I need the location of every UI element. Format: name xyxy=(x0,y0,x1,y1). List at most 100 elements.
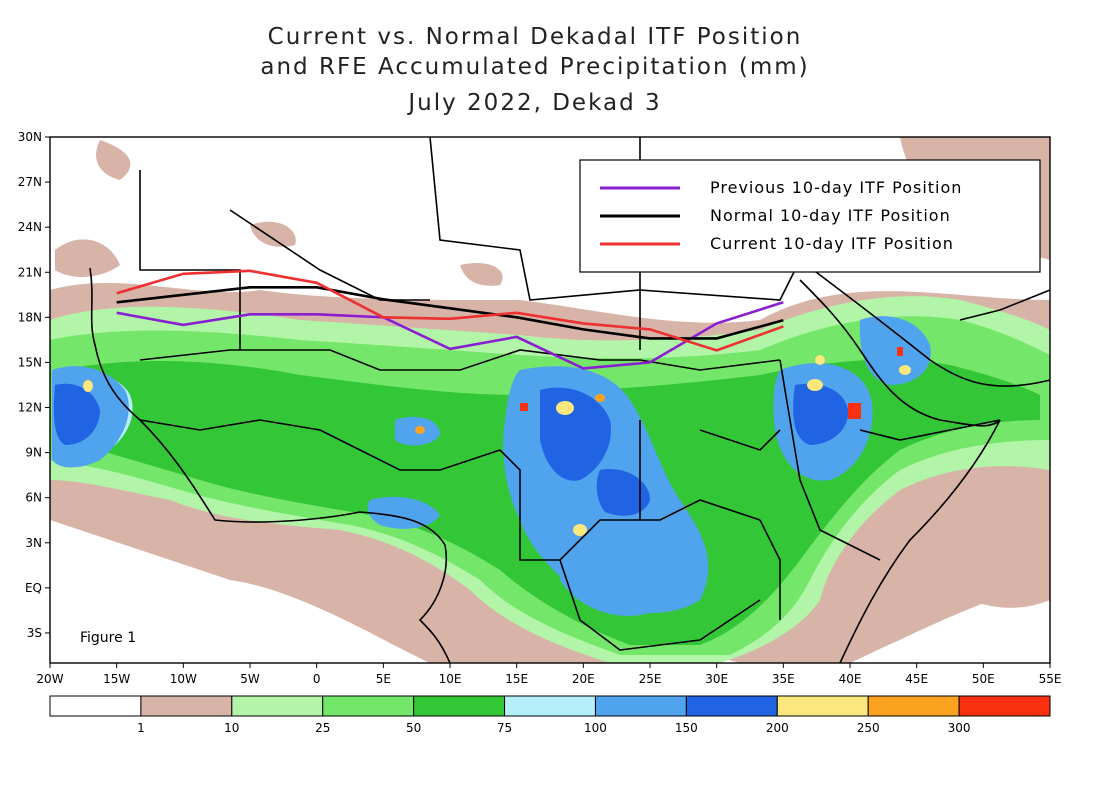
south-border xyxy=(559,559,761,651)
colorbar: 1 10 25 50 75 100 150 200 250 300 xyxy=(49,695,1051,735)
lat-tick-label: 3S xyxy=(27,626,42,640)
lat-tick-label: 12N xyxy=(18,401,42,415)
lat-tick-label: 18N xyxy=(18,310,42,324)
rain-hotspot-red-2 xyxy=(848,403,861,419)
colorbar-label: 75 xyxy=(497,721,512,735)
colorbar-label: 1 xyxy=(137,721,145,735)
colorbar-swatch xyxy=(49,695,142,717)
lon-tick-label: 0 xyxy=(313,672,321,686)
figure-label: Figure 1 xyxy=(80,630,136,646)
colorbar-swatch xyxy=(231,695,324,717)
rain-hotspot-yellow-5 xyxy=(899,365,911,375)
lon-tick-label: 15W xyxy=(103,672,130,686)
rain-blob-east-1 xyxy=(907,467,1050,608)
map-frame xyxy=(49,136,1051,664)
west-africa-coastline xyxy=(89,267,451,663)
lat-tick-label: 6N xyxy=(25,491,42,505)
colorbar-swatch xyxy=(504,695,596,717)
central-border-1 xyxy=(499,449,761,561)
sahel-border xyxy=(139,349,781,371)
legend: Previous 10-day ITF Position Normal 10-d… xyxy=(579,159,1041,273)
colorbar-swatch xyxy=(776,695,869,717)
title-line-1: Current vs. Normal Dekadal ITF Position xyxy=(267,24,803,50)
lon-tick-label: 50E xyxy=(972,672,995,686)
itf-line-previous xyxy=(116,301,784,370)
rain-hotspot-red-1 xyxy=(520,403,528,411)
lon-tick-label: 30E xyxy=(705,672,728,686)
itf-lines xyxy=(116,269,784,370)
rain-dark-blue-cog xyxy=(596,469,650,516)
itf-line-current xyxy=(116,269,784,352)
country-borders xyxy=(89,137,1050,663)
lon-tick-label: 35E xyxy=(772,672,795,686)
rain-blob-sahara-1 xyxy=(250,221,296,247)
rain-hotspot-yellow-4 xyxy=(815,355,825,365)
rain-hotspot-yellow-3 xyxy=(807,379,823,391)
lat-tick-label: 27N xyxy=(18,175,42,189)
colorbar-swatch xyxy=(685,695,778,717)
colorbar-label: 250 xyxy=(857,721,880,735)
lon-tick-label: 25E xyxy=(639,672,662,686)
lon-tick-label: 15E xyxy=(505,672,528,686)
lon-tick-label: 20E xyxy=(572,672,595,686)
legend-label-normal: Normal 10-day ITF Position xyxy=(710,206,951,225)
rain-blob-sahara-2 xyxy=(460,262,503,286)
rain-hotspot-yellow-2 xyxy=(573,524,587,536)
colorbar-label: 150 xyxy=(675,721,698,735)
colorbar-swatch xyxy=(594,695,687,717)
lat-tick-label: 21N xyxy=(18,265,42,279)
lat-tick-label: 24N xyxy=(18,220,42,234)
rain-blue-central-south xyxy=(560,516,671,616)
east-border-2 xyxy=(859,419,1001,441)
rain-blue-horn xyxy=(859,316,931,385)
horn-coastline xyxy=(799,279,1001,663)
rain-blue-guinea xyxy=(367,496,440,529)
rain-dark-blue-east xyxy=(793,383,849,445)
colorbar-label: 200 xyxy=(766,721,789,735)
colorbar-swatch xyxy=(140,695,233,717)
lat-tick-label: 3N xyxy=(25,536,42,550)
colorbar-swatch xyxy=(413,695,506,717)
sahara-border-1 xyxy=(139,170,241,350)
rain-hotspot-orange-2 xyxy=(595,394,605,402)
axis-ticks: 30N 27N 24N 21N 18N 15N 12N 9N 6N 3N EQ 3S 20W 15W 10W… xyxy=(18,130,1062,686)
title-line-2: and RFE Accumulated Precipitation (mm) xyxy=(260,54,810,80)
lat-tick-label: 15N xyxy=(18,355,42,369)
rain-blob-north-3 xyxy=(96,140,131,180)
lon-tick-label: 5E xyxy=(376,672,391,686)
rain-blob-north-1 xyxy=(55,239,120,277)
lon-tick-label: 10E xyxy=(439,672,462,686)
rain-hotspot-red-3 xyxy=(897,347,903,356)
lon-tick-label: 55E xyxy=(1039,672,1062,686)
arabia-border xyxy=(959,289,1050,321)
sahara-border-2 xyxy=(229,209,430,301)
itf-line-normal xyxy=(116,285,784,340)
red-sea-coast xyxy=(799,259,1050,387)
lon-tick-label: 20W xyxy=(36,672,63,686)
title-line-3: July 2022, Dekad 3 xyxy=(408,90,662,116)
central-border-2 xyxy=(639,420,781,620)
lon-tick-label: 5W xyxy=(240,672,260,686)
colorbar-swatch xyxy=(322,695,415,717)
colorbar-label: 10 xyxy=(224,721,239,735)
guinea-border xyxy=(139,419,501,471)
lat-tick-label: 9N xyxy=(25,446,42,460)
colorbar-swatch xyxy=(867,695,960,717)
east-border xyxy=(779,359,881,561)
rain-dark-blue-west xyxy=(53,383,100,445)
colorbar-label: 25 xyxy=(315,721,330,735)
colorbar-label: 100 xyxy=(584,721,607,735)
colorbar-label: 300 xyxy=(948,721,971,735)
lon-tick-label: 45E xyxy=(905,672,928,686)
lon-tick-label: 40E xyxy=(839,672,862,686)
legend-label-current: Current 10-day ITF Position xyxy=(710,234,954,253)
rain-hotspot-yellow-6 xyxy=(83,380,93,392)
colorbar-swatch xyxy=(958,695,1051,717)
lat-tick-label: 30N xyxy=(18,130,42,144)
legend-label-previous: Previous 10-day ITF Position xyxy=(710,178,962,197)
rain-hotspot-yellow-1 xyxy=(556,401,574,415)
lon-tick-label: 10W xyxy=(170,672,197,686)
lat-tick-label: EQ xyxy=(25,581,42,595)
colorbar-label: 50 xyxy=(406,721,421,735)
